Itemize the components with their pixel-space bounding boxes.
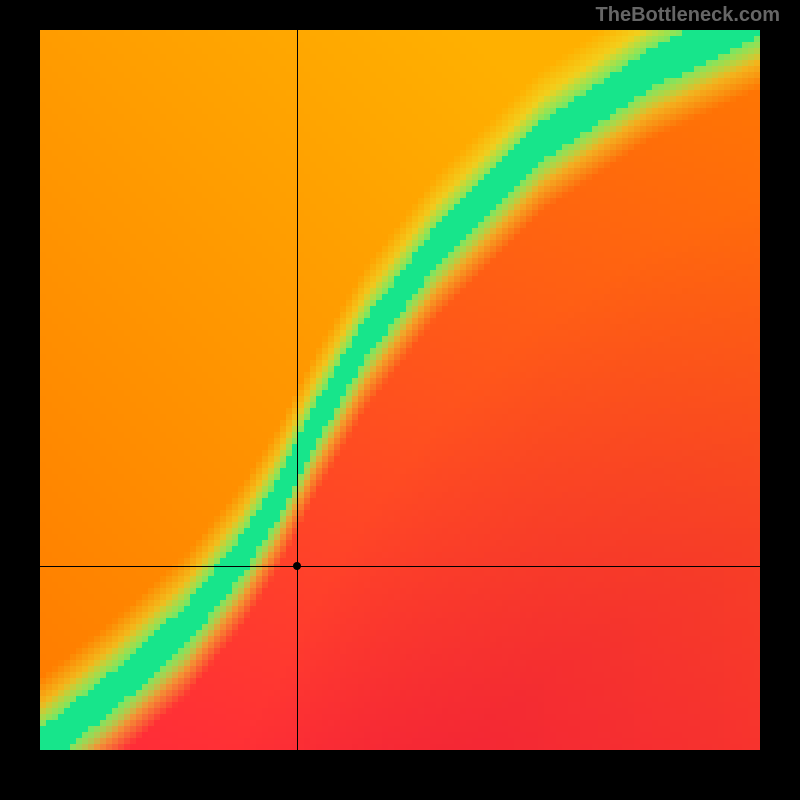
watermark-text: TheBottleneck.com: [596, 4, 780, 27]
crosshair-marker: [293, 562, 301, 570]
plot-area: [40, 30, 760, 750]
chart-container: TheBottleneck.com: [0, 0, 800, 800]
crosshair-vertical: [297, 30, 298, 750]
heatmap-canvas: [40, 30, 760, 750]
crosshair-horizontal: [40, 566, 760, 567]
